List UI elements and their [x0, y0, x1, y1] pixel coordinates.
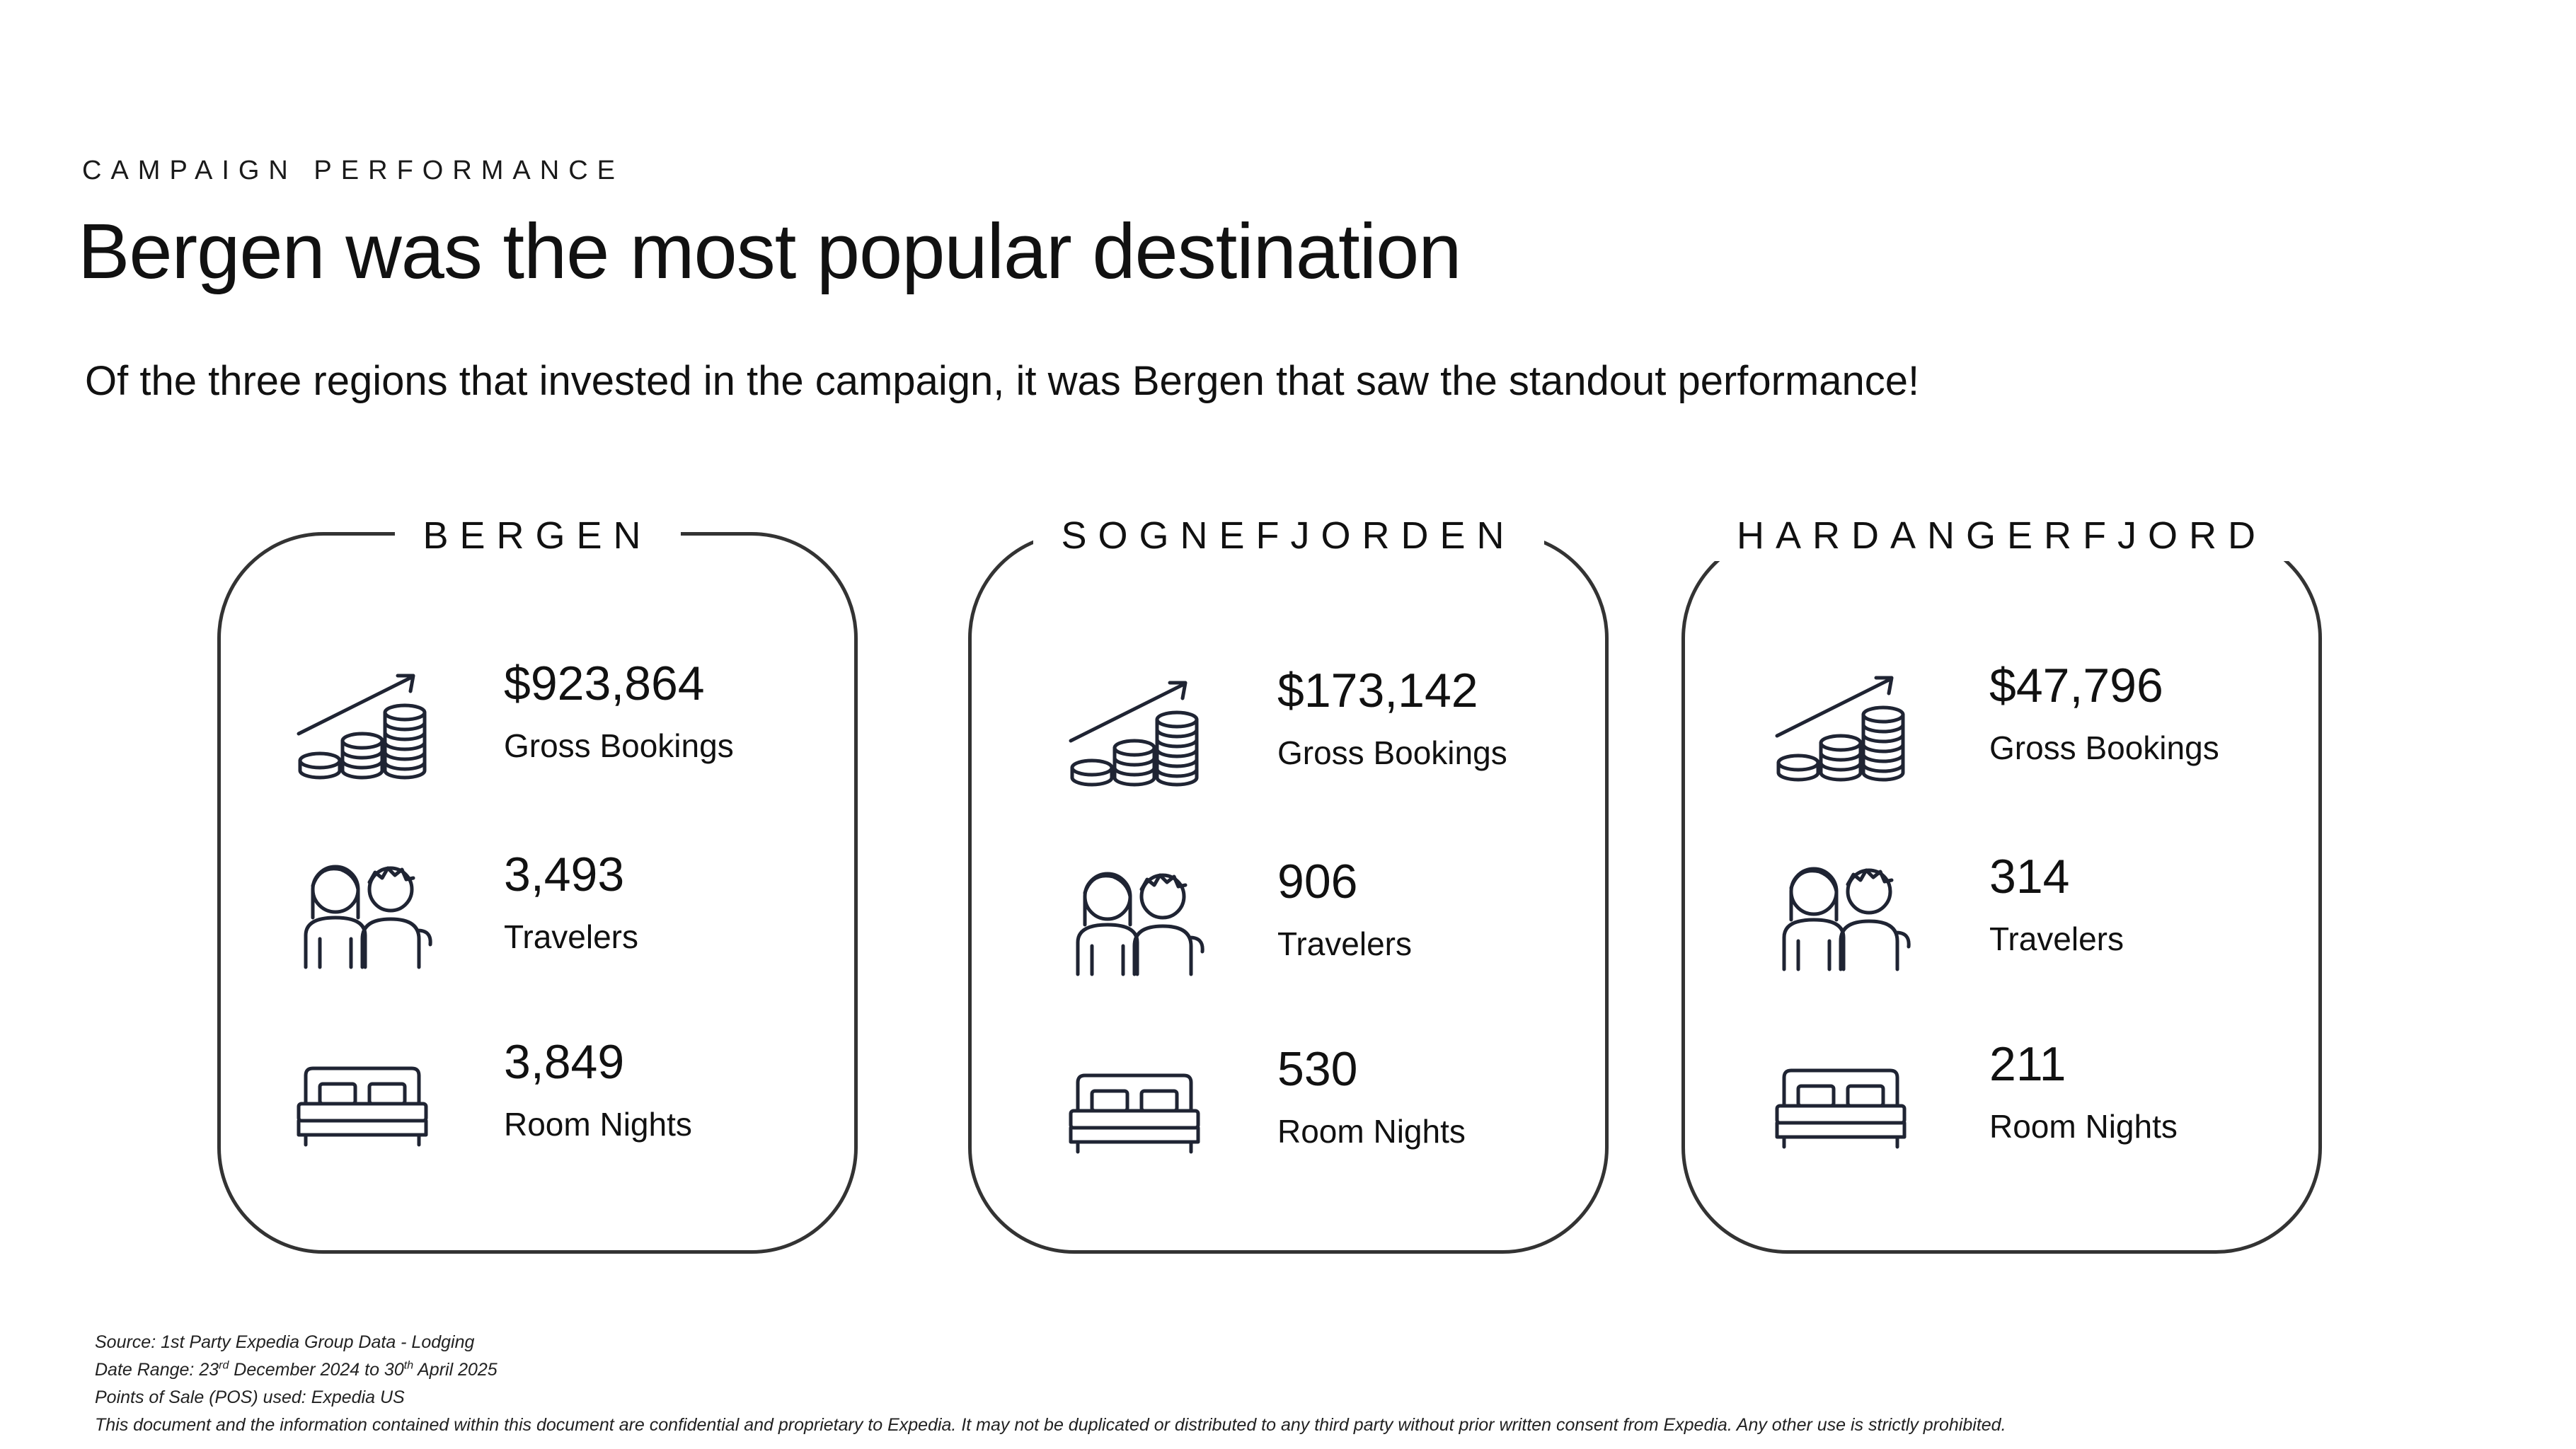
- eyebrow: CAMPAIGN PERFORMANCE: [82, 156, 625, 185]
- gross-bookings-label: Gross Bookings: [1277, 734, 1507, 771]
- metric-room-nights: 211 Room Nights: [1685, 1037, 2318, 1178]
- footer-date-suffix: April 2025: [413, 1360, 498, 1380]
- metric-room-nights: 530 Room Nights: [972, 1041, 1605, 1183]
- region-card-title: BERGEN: [394, 510, 681, 561]
- footer-disclaimer: This document and the information contai…: [95, 1415, 2006, 1435]
- page-subtitle: Of the three regions that invested in th…: [85, 358, 1920, 404]
- travelers-value: 314: [1989, 850, 2070, 904]
- travelers-value: 906: [1277, 855, 1358, 908]
- region-card-sognefjorden: SOGNEFJORDEN $173,142 Gross Bookings 906…: [968, 510, 1609, 1254]
- footer-date-range: Date Range: 23rd December 2024 to 30th A…: [95, 1356, 2006, 1384]
- region-card-bergen: BERGEN $923,864 Gross Bookings 3,493 Tra…: [217, 510, 858, 1254]
- metric-gross-bookings: $173,142 Gross Bookings: [972, 663, 1605, 804]
- travelers-label: Travelers: [504, 918, 638, 955]
- footer-source: Source: 1st Party Expedia Group Data - L…: [95, 1332, 475, 1352]
- footer-pos: Points of Sale (POS) used: Expedia US: [95, 1387, 405, 1407]
- bed-icon: [1069, 1073, 1200, 1154]
- region-card-title: SOGNEFJORDEN: [1033, 510, 1544, 561]
- metric-room-nights: 3,849 Room Nights: [221, 1034, 854, 1176]
- room-nights-value: 3,849: [504, 1035, 625, 1089]
- travelers-value: 3,493: [504, 848, 625, 901]
- region-card-title: HARDANGERFJORD: [1708, 510, 2296, 561]
- footer-date-middle: December 2024 to 30: [229, 1360, 404, 1380]
- gross-bookings-value: $923,864: [504, 657, 705, 710]
- travelers-label: Travelers: [1277, 925, 1412, 962]
- metric-gross-bookings: $923,864 Gross Bookings: [221, 656, 854, 797]
- coins-growth-icon: [297, 674, 427, 780]
- footer-date-prefix: Date Range: 23: [95, 1360, 219, 1380]
- room-nights-label: Room Nights: [504, 1106, 692, 1143]
- gross-bookings-label: Gross Bookings: [504, 727, 734, 764]
- page-title: Bergen was the most popular destination: [78, 208, 1461, 295]
- footer-date-sup1: rd: [219, 1359, 229, 1372]
- travelers-label: Travelers: [1989, 920, 2124, 957]
- bed-icon: [297, 1066, 428, 1147]
- region-card-hardangerfjord: HARDANGERFJORD $47,796 Gross Bookings 31…: [1681, 510, 2322, 1254]
- metric-gross-bookings: $47,796 Gross Bookings: [1685, 658, 2318, 799]
- metric-travelers: 3,493 Travelers: [221, 847, 854, 988]
- gross-bookings-label: Gross Bookings: [1989, 729, 2219, 766]
- footer-notes: Source: 1st Party Expedia Group Data - L…: [95, 1329, 2006, 1439]
- metric-travelers: 906 Travelers: [972, 854, 1605, 995]
- room-nights-label: Room Nights: [1277, 1113, 1466, 1150]
- room-nights-value: 211: [1989, 1037, 2066, 1091]
- coins-growth-icon: [1775, 676, 1905, 782]
- bed-icon: [1775, 1068, 1907, 1149]
- travelers-icon: [1782, 867, 1911, 971]
- travelers-icon: [304, 865, 432, 969]
- footer-date-sup2: th: [403, 1359, 414, 1372]
- gross-bookings-value: $47,796: [1989, 659, 2163, 712]
- room-nights-label: Room Nights: [1989, 1108, 2178, 1145]
- coins-growth-icon: [1069, 681, 1199, 787]
- metric-travelers: 314 Travelers: [1685, 849, 2318, 991]
- room-nights-value: 530: [1277, 1042, 1358, 1096]
- travelers-icon: [1076, 872, 1204, 976]
- gross-bookings-value: $173,142: [1277, 664, 1478, 717]
